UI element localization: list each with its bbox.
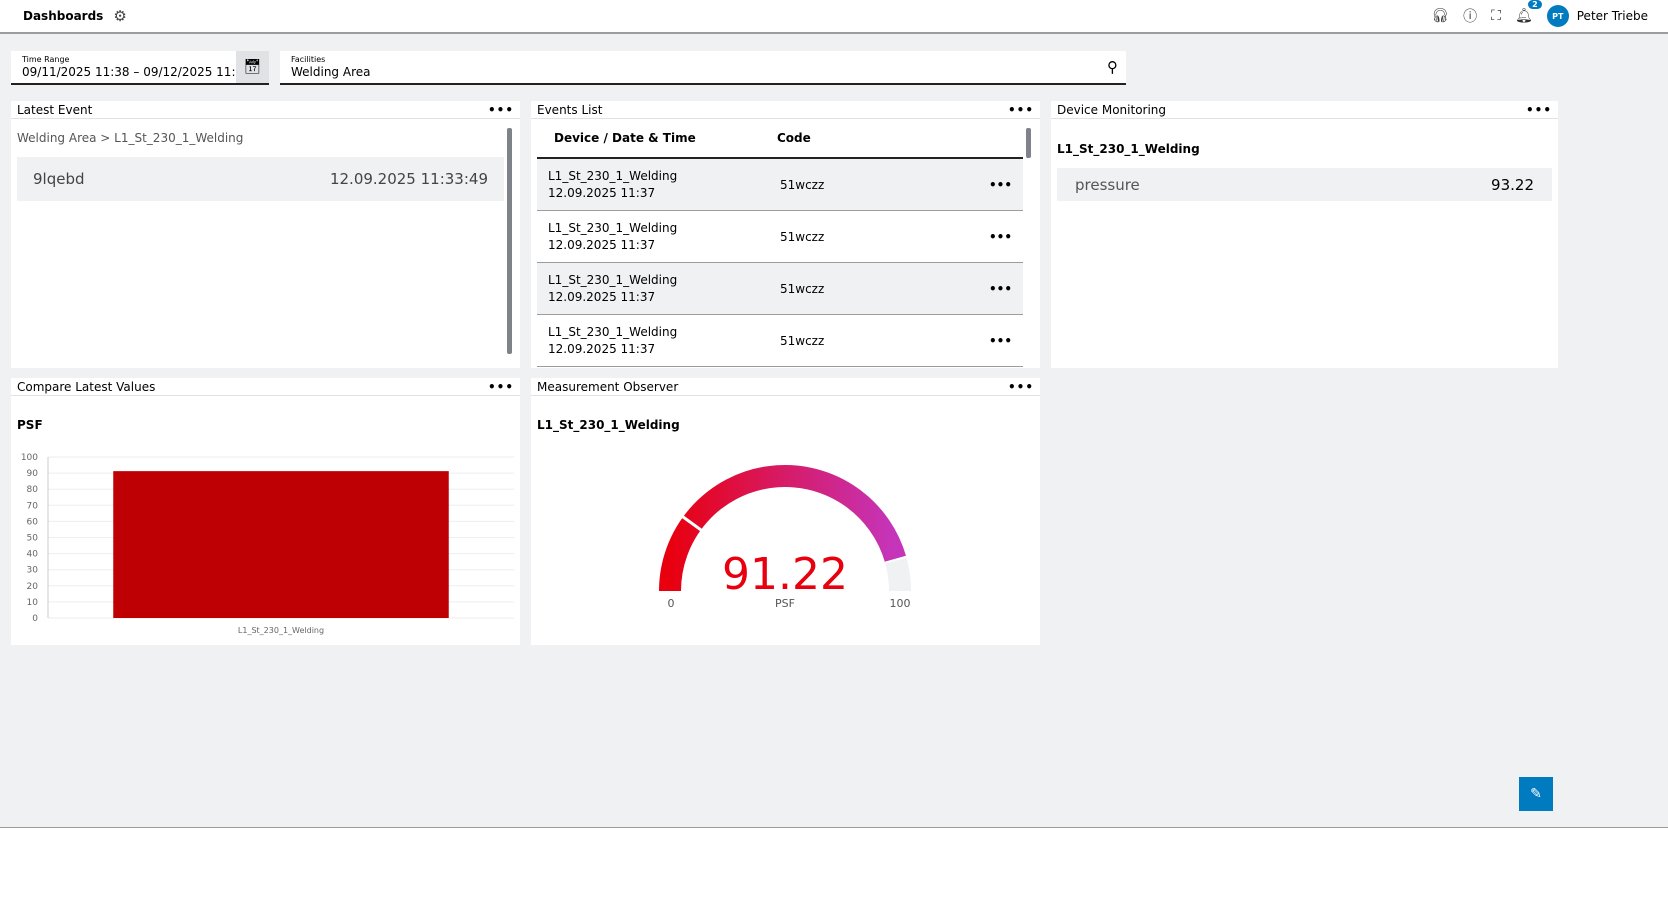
y-tick-label: 70 — [27, 501, 39, 511]
gauge-value-marker — [883, 555, 908, 564]
fullscreen-icon[interactable]: ⛶ — [1491, 8, 1501, 24]
y-tick-label: 10 — [27, 598, 39, 608]
scrollbar[interactable] — [1026, 128, 1031, 158]
event-code: 9lqebd — [33, 170, 85, 188]
device-name: L1_St_230_1_Welding — [548, 272, 678, 287]
measurement-observer-panel: Measurement Observer ••• L1_St_230_1_Weld… — [531, 378, 1040, 645]
table-row[interactable]: L1_St_230_1_Welding 12.09.2025 11:37 51wcz… — [537, 211, 1023, 263]
event-time: 12.09.2025 11:37 — [548, 237, 656, 252]
code-cell: 51wczz — [780, 333, 825, 348]
more-icon[interactable]: ••• — [989, 333, 1013, 348]
column-code[interactable]: Code — [777, 131, 811, 145]
device-monitoring-panel: Device Monitoring ••• L1_St_230_1_Welding… — [1051, 101, 1558, 368]
event-time: 12.09.2025 11:37 — [548, 341, 656, 356]
more-icon[interactable]: ••• — [989, 177, 1013, 192]
breadcrumb: Welding Area > L1_St_230_1_Welding — [17, 131, 244, 145]
table-header: Device / Date & Time Code — [537, 119, 1023, 159]
panel-title: Device Monitoring — [1057, 102, 1167, 117]
device-cell: L1_St_230_1_Welding 12.09.2025 11:37 — [537, 324, 780, 358]
y-tick-label: 0 — [32, 614, 38, 624]
y-tick-label: 60 — [27, 517, 39, 527]
metric-value: 93.22 — [1491, 175, 1534, 194]
event-time: 12.09.2025 11:37 — [548, 185, 656, 200]
avatar[interactable]: PT — [1546, 5, 1569, 27]
chart-title: PSF — [17, 418, 43, 432]
headset-icon[interactable]: 🎧︎ — [1431, 8, 1450, 24]
metric-row: pressure 93.22 — [1057, 168, 1552, 201]
time-range-field[interactable]: Time Range 09/11/2025 11:38 – 09/12/2025… — [11, 51, 269, 85]
more-icon[interactable]: ••• — [487, 379, 514, 394]
y-tick-label: 80 — [27, 485, 39, 495]
facilities-field[interactable]: Facilities Welding Area ⚲ — [280, 51, 1126, 85]
y-tick-label: 90 — [27, 469, 39, 479]
device-name: L1_St_230_1_Welding — [1057, 142, 1200, 156]
device-cell: L1_St_230_1_Welding 12.09.2025 11:37 — [537, 220, 780, 254]
compare-latest-values-panel: Compare Latest Values ••• PSF 0 10 20 30 40 50… — [11, 378, 520, 645]
user-name[interactable]: Peter Triebe — [1576, 9, 1648, 23]
table-row[interactable]: L1_St_230_1_Welding 12.09.2025 11:37 51wcz… — [537, 263, 1023, 315]
device-cell: L1_St_230_1_Welding 12.09.2025 11:37 — [537, 272, 780, 306]
scrollbar[interactable] — [507, 128, 512, 354]
panel-title: Measurement Observer — [537, 379, 679, 394]
column-device[interactable]: Device / Date & Time — [554, 131, 696, 145]
divider — [0, 827, 1668, 828]
latest-event-panel: Latest Event ••• Welding Area > L1_St_230… — [11, 101, 520, 368]
device-cell: L1_St_230_1_Welding 12.09.2025 11:37 — [537, 168, 780, 202]
bar-chart: 0 10 20 30 40 50 60 70 80 90 100 L1_St_230_1_Weldin… — [21, 453, 514, 635]
code-cell: 51wczz — [780, 281, 825, 296]
gauge-value-arc — [659, 465, 907, 592]
device-name: L1_St_230_1_Welding — [548, 324, 678, 339]
y-tick-label: 20 — [27, 582, 39, 592]
gauge-min: 0 — [668, 597, 675, 610]
panel-title: Events List — [537, 102, 603, 117]
panel-title: Latest Event — [17, 102, 93, 117]
device-name: L1_St_230_1_Welding — [537, 418, 680, 432]
more-icon[interactable]: ••• — [1007, 102, 1034, 117]
search-icon[interactable]: ⚲ — [1107, 58, 1118, 76]
settings-icon[interactable]: ⚙ — [113, 7, 127, 25]
more-icon[interactable]: ••• — [1007, 379, 1034, 394]
latest-event-item[interactable]: 9lqebd 12.09.2025 11:33:49 — [17, 157, 504, 201]
more-icon[interactable]: ••• — [989, 281, 1013, 296]
event-timestamp: 12.09.2025 11:33:49 — [329, 170, 488, 188]
y-tick-label: 100 — [21, 453, 38, 463]
facilities-value[interactable]: Welding Area — [291, 65, 371, 79]
calendar-icon[interactable]: 📅︎ — [236, 51, 269, 83]
gauge: 91.22 PSF 0 100 — [659, 465, 911, 610]
y-tick-label: 50 — [27, 534, 39, 544]
table-row[interactable]: L1_St_230_1_Welding 12.09.2025 11:37 51wcz… — [537, 159, 1023, 211]
edit-button[interactable]: ✎ — [1519, 777, 1553, 811]
pencil-icon: ✎ — [1530, 786, 1542, 802]
x-tick-label: L1_St_230_1_Welding — [238, 626, 324, 635]
notification-icon[interactable]: 🔔︎ 2 — [1515, 0, 1542, 24]
event-time: 12.09.2025 11:37 — [548, 289, 656, 304]
bar[interactable] — [113, 471, 449, 618]
y-tick-label: 40 — [27, 550, 39, 560]
gauge-threshold-marker — [681, 515, 703, 532]
more-icon[interactable]: ••• — [1525, 102, 1552, 117]
notification-badge: 2 — [1528, 0, 1542, 9]
gauge-max: 100 — [890, 597, 911, 610]
more-icon[interactable]: ••• — [487, 102, 514, 117]
gauge-value: 91.22 — [722, 549, 848, 600]
panel-title: Compare Latest Values — [17, 379, 156, 394]
page-title: Dashboards — [23, 9, 104, 23]
facilities-label: Facilities — [291, 55, 326, 64]
help-icon[interactable]: ⓘ — [1463, 9, 1478, 25]
time-range-value[interactable]: 09/11/2025 11:38 – 09/12/2025 11:38 — [22, 65, 235, 79]
events-list-panel: Events List ••• Device / Date & Time Code … — [531, 101, 1040, 368]
code-cell: 51wczz — [780, 229, 825, 244]
metric-name: pressure — [1075, 175, 1140, 194]
more-icon[interactable]: ••• — [989, 229, 1013, 244]
device-name: L1_St_230_1_Welding — [548, 220, 678, 235]
time-range-label: Time Range — [22, 55, 70, 64]
y-tick-label: 30 — [27, 566, 39, 576]
code-cell: 51wczz — [780, 177, 825, 192]
top-bar: Dashboards ⚙ 🎧︎ ⓘ ⛶ 🔔︎ 2 PT Peter Triebe — [0, 0, 1668, 34]
device-name: L1_St_230_1_Welding — [548, 168, 678, 183]
table-row[interactable]: L1_St_230_1_Welding 12.09.2025 11:37 51wcz… — [537, 315, 1023, 367]
gauge-unit: PSF — [775, 597, 795, 610]
